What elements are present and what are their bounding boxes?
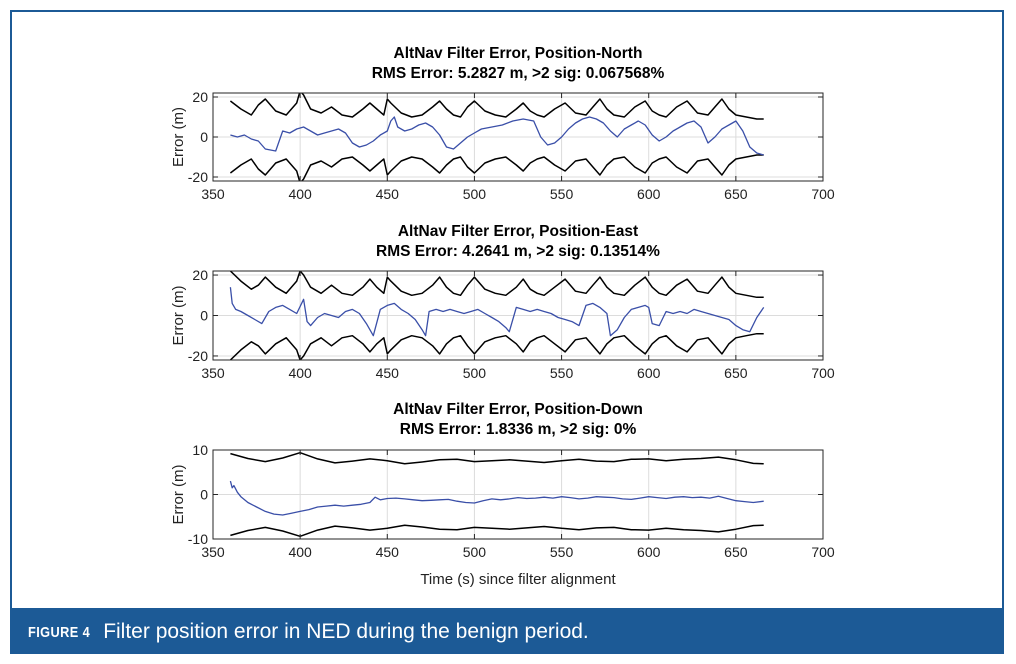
x-tick-label: 350 <box>201 186 225 202</box>
upper-bound-line <box>229 271 764 299</box>
figure-frame <box>10 10 1004 610</box>
chart-title: AltNav Filter Error, Position-Down <box>393 401 643 418</box>
y-tick-label: -20 <box>188 169 208 185</box>
x-tick-label: 650 <box>724 544 748 560</box>
x-tick-label: 500 <box>463 365 487 381</box>
lower-bound-line <box>230 524 764 538</box>
y-tick-label: 20 <box>192 89 208 105</box>
x-tick-label: 400 <box>288 186 312 202</box>
lower-bound-line <box>229 154 764 181</box>
x-tick-label: 450 <box>376 544 400 560</box>
chart-subtitle: RMS Error: 5.2827 m, >2 sig: 0.067568% <box>372 65 665 82</box>
upper-bound-line <box>229 93 764 120</box>
error-series-line <box>230 116 764 156</box>
x-tick-label: 650 <box>724 365 748 381</box>
chart-panel-1: AltNav Filter Error, Position-North RMS E… <box>170 45 835 202</box>
y-axis-label: Error (m) <box>170 465 187 525</box>
x-tick-label: 400 <box>288 544 312 560</box>
x-tick-label: 500 <box>463 186 487 202</box>
y-tick-label: -10 <box>188 531 208 547</box>
caption-bar: FIGURE 4 Filter position error in NED du… <box>10 610 1004 654</box>
chart-subtitle: RMS Error: 4.2641 m, >2 sig: 0.13514% <box>376 243 660 260</box>
y-tick-label: 10 <box>192 442 208 458</box>
y-tick-label: 0 <box>200 308 208 324</box>
x-tick-label: 600 <box>637 186 661 202</box>
chart-panel-2: AltNav Filter Error, Position-East RMS Er… <box>170 223 835 381</box>
y-axis-label: Error (m) <box>170 107 187 167</box>
caption-text: Filter position error in NED during the … <box>103 620 589 643</box>
x-tick-label: 500 <box>463 544 487 560</box>
lower-bound-line <box>229 332 764 360</box>
x-tick-label: 350 <box>201 544 225 560</box>
x-tick-label: 550 <box>550 186 574 202</box>
y-axis-label: Error (m) <box>170 286 187 346</box>
x-tick-label: 700 <box>811 544 835 560</box>
x-tick-label: 550 <box>550 544 574 560</box>
x-tick-label: 600 <box>637 365 661 381</box>
x-tick-label: 650 <box>724 186 748 202</box>
caption-label: FIGURE 4 <box>28 623 91 641</box>
x-tick-label: 550 <box>550 365 574 381</box>
error-series-line <box>229 287 765 337</box>
x-tick-label: 600 <box>637 544 661 560</box>
chart-title: AltNav Filter Error, Position-East <box>398 223 638 240</box>
chart-subtitle: RMS Error: 1.8336 m, >2 sig: 0% <box>400 421 637 438</box>
x-tick-label: 350 <box>201 365 225 381</box>
x-tick-label: 700 <box>811 365 835 381</box>
upper-bound-line <box>230 451 764 465</box>
y-tick-label: 0 <box>200 487 208 503</box>
x-tick-label: 450 <box>376 186 400 202</box>
chart-panel-3: AltNav Filter Error, Position-Down RMS Er… <box>170 401 835 588</box>
y-tick-label: 20 <box>192 267 208 283</box>
error-series-line <box>229 480 764 516</box>
x-tick-label: 400 <box>288 365 312 381</box>
x-axis-label: Time (s) since filter alignment <box>420 571 616 588</box>
x-tick-label: 450 <box>376 365 400 381</box>
y-tick-label: -20 <box>188 348 208 364</box>
chart-title: AltNav Filter Error, Position-North <box>394 45 643 62</box>
y-tick-label: 0 <box>200 129 208 145</box>
x-tick-label: 700 <box>811 186 835 202</box>
